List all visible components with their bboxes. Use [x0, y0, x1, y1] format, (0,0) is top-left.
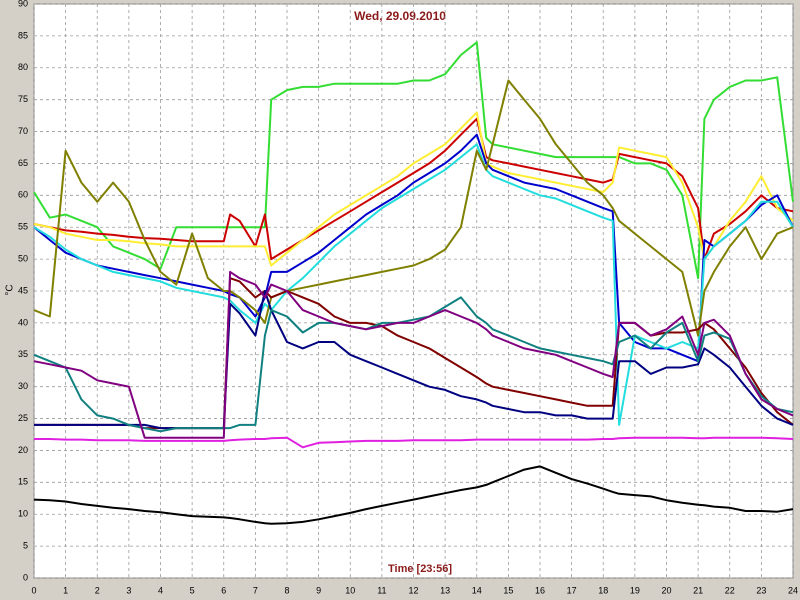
y-tick-label: 35: [18, 349, 28, 359]
x-tick-label: 13: [440, 585, 450, 595]
y-axis-label: °C: [5, 284, 16, 295]
x-tick-label: 14: [472, 585, 482, 595]
x-tick-label: 6: [221, 585, 226, 595]
x-tick-label: 23: [756, 585, 766, 595]
y-tick-label: 80: [18, 62, 28, 72]
data-line: [33, 465, 794, 525]
x-tick-label: 7: [253, 585, 258, 595]
x-tick-label: 5: [190, 585, 195, 595]
y-tick-label: 20: [18, 445, 28, 455]
x-tick-label: 4: [158, 585, 163, 595]
data-line: [33, 143, 794, 426]
y-tick-label: 0: [23, 572, 28, 582]
x-tick-label: 12: [408, 585, 418, 595]
y-tick-label: 85: [18, 30, 28, 40]
data-line: [33, 41, 794, 280]
y-tick-label: 45: [18, 285, 28, 295]
data-line: [33, 133, 794, 363]
y-tick-label: 10: [18, 509, 28, 519]
x-tick-label: 17: [567, 585, 577, 595]
chart-title: Wed, 29.09.2010: [354, 9, 446, 23]
x-tick-label: 8: [284, 585, 289, 595]
x-tick-label: 16: [535, 585, 545, 595]
y-tick-label: 55: [18, 222, 28, 232]
x-tick-label: 2: [95, 585, 100, 595]
data-line: [34, 436, 794, 449]
y-tick-label: 40: [18, 317, 28, 327]
x-tick-label: 11: [377, 585, 386, 595]
x-tick-label: 22: [725, 585, 735, 595]
y-tick-label: 25: [18, 413, 28, 423]
x-tick-label: 21: [693, 585, 703, 595]
data-line: [33, 117, 794, 261]
y-tick-label: 60: [18, 190, 28, 200]
x-tick-label: 20: [661, 585, 671, 595]
data-line: [33, 79, 794, 337]
x-tick-label: 1: [63, 585, 68, 595]
y-tick-label: 50: [18, 253, 28, 263]
y-tick-label: 70: [18, 126, 28, 136]
data-line: [33, 270, 794, 439]
data-line: [33, 296, 794, 433]
x-axis-label: Time [23:56]: [388, 563, 452, 575]
y-tick-label: 75: [18, 94, 28, 104]
x-tick-label: 15: [503, 585, 513, 595]
x-tick-label: 18: [598, 585, 608, 595]
x-tick-label: 19: [630, 585, 640, 595]
y-tick-label: 30: [18, 381, 28, 391]
x-tick-label: 0: [31, 585, 36, 595]
x-tick-label: 10: [345, 585, 355, 595]
x-tick-label: 9: [316, 585, 321, 595]
x-tick-label: 3: [126, 585, 131, 595]
data-line: [33, 111, 794, 267]
y-tick-label: 5: [23, 540, 28, 550]
y-tick-label: 15: [18, 477, 28, 487]
y-tick-label: 65: [18, 158, 28, 168]
x-tick-label: 24: [788, 585, 798, 595]
y-tick-label: 90: [18, 0, 28, 8]
